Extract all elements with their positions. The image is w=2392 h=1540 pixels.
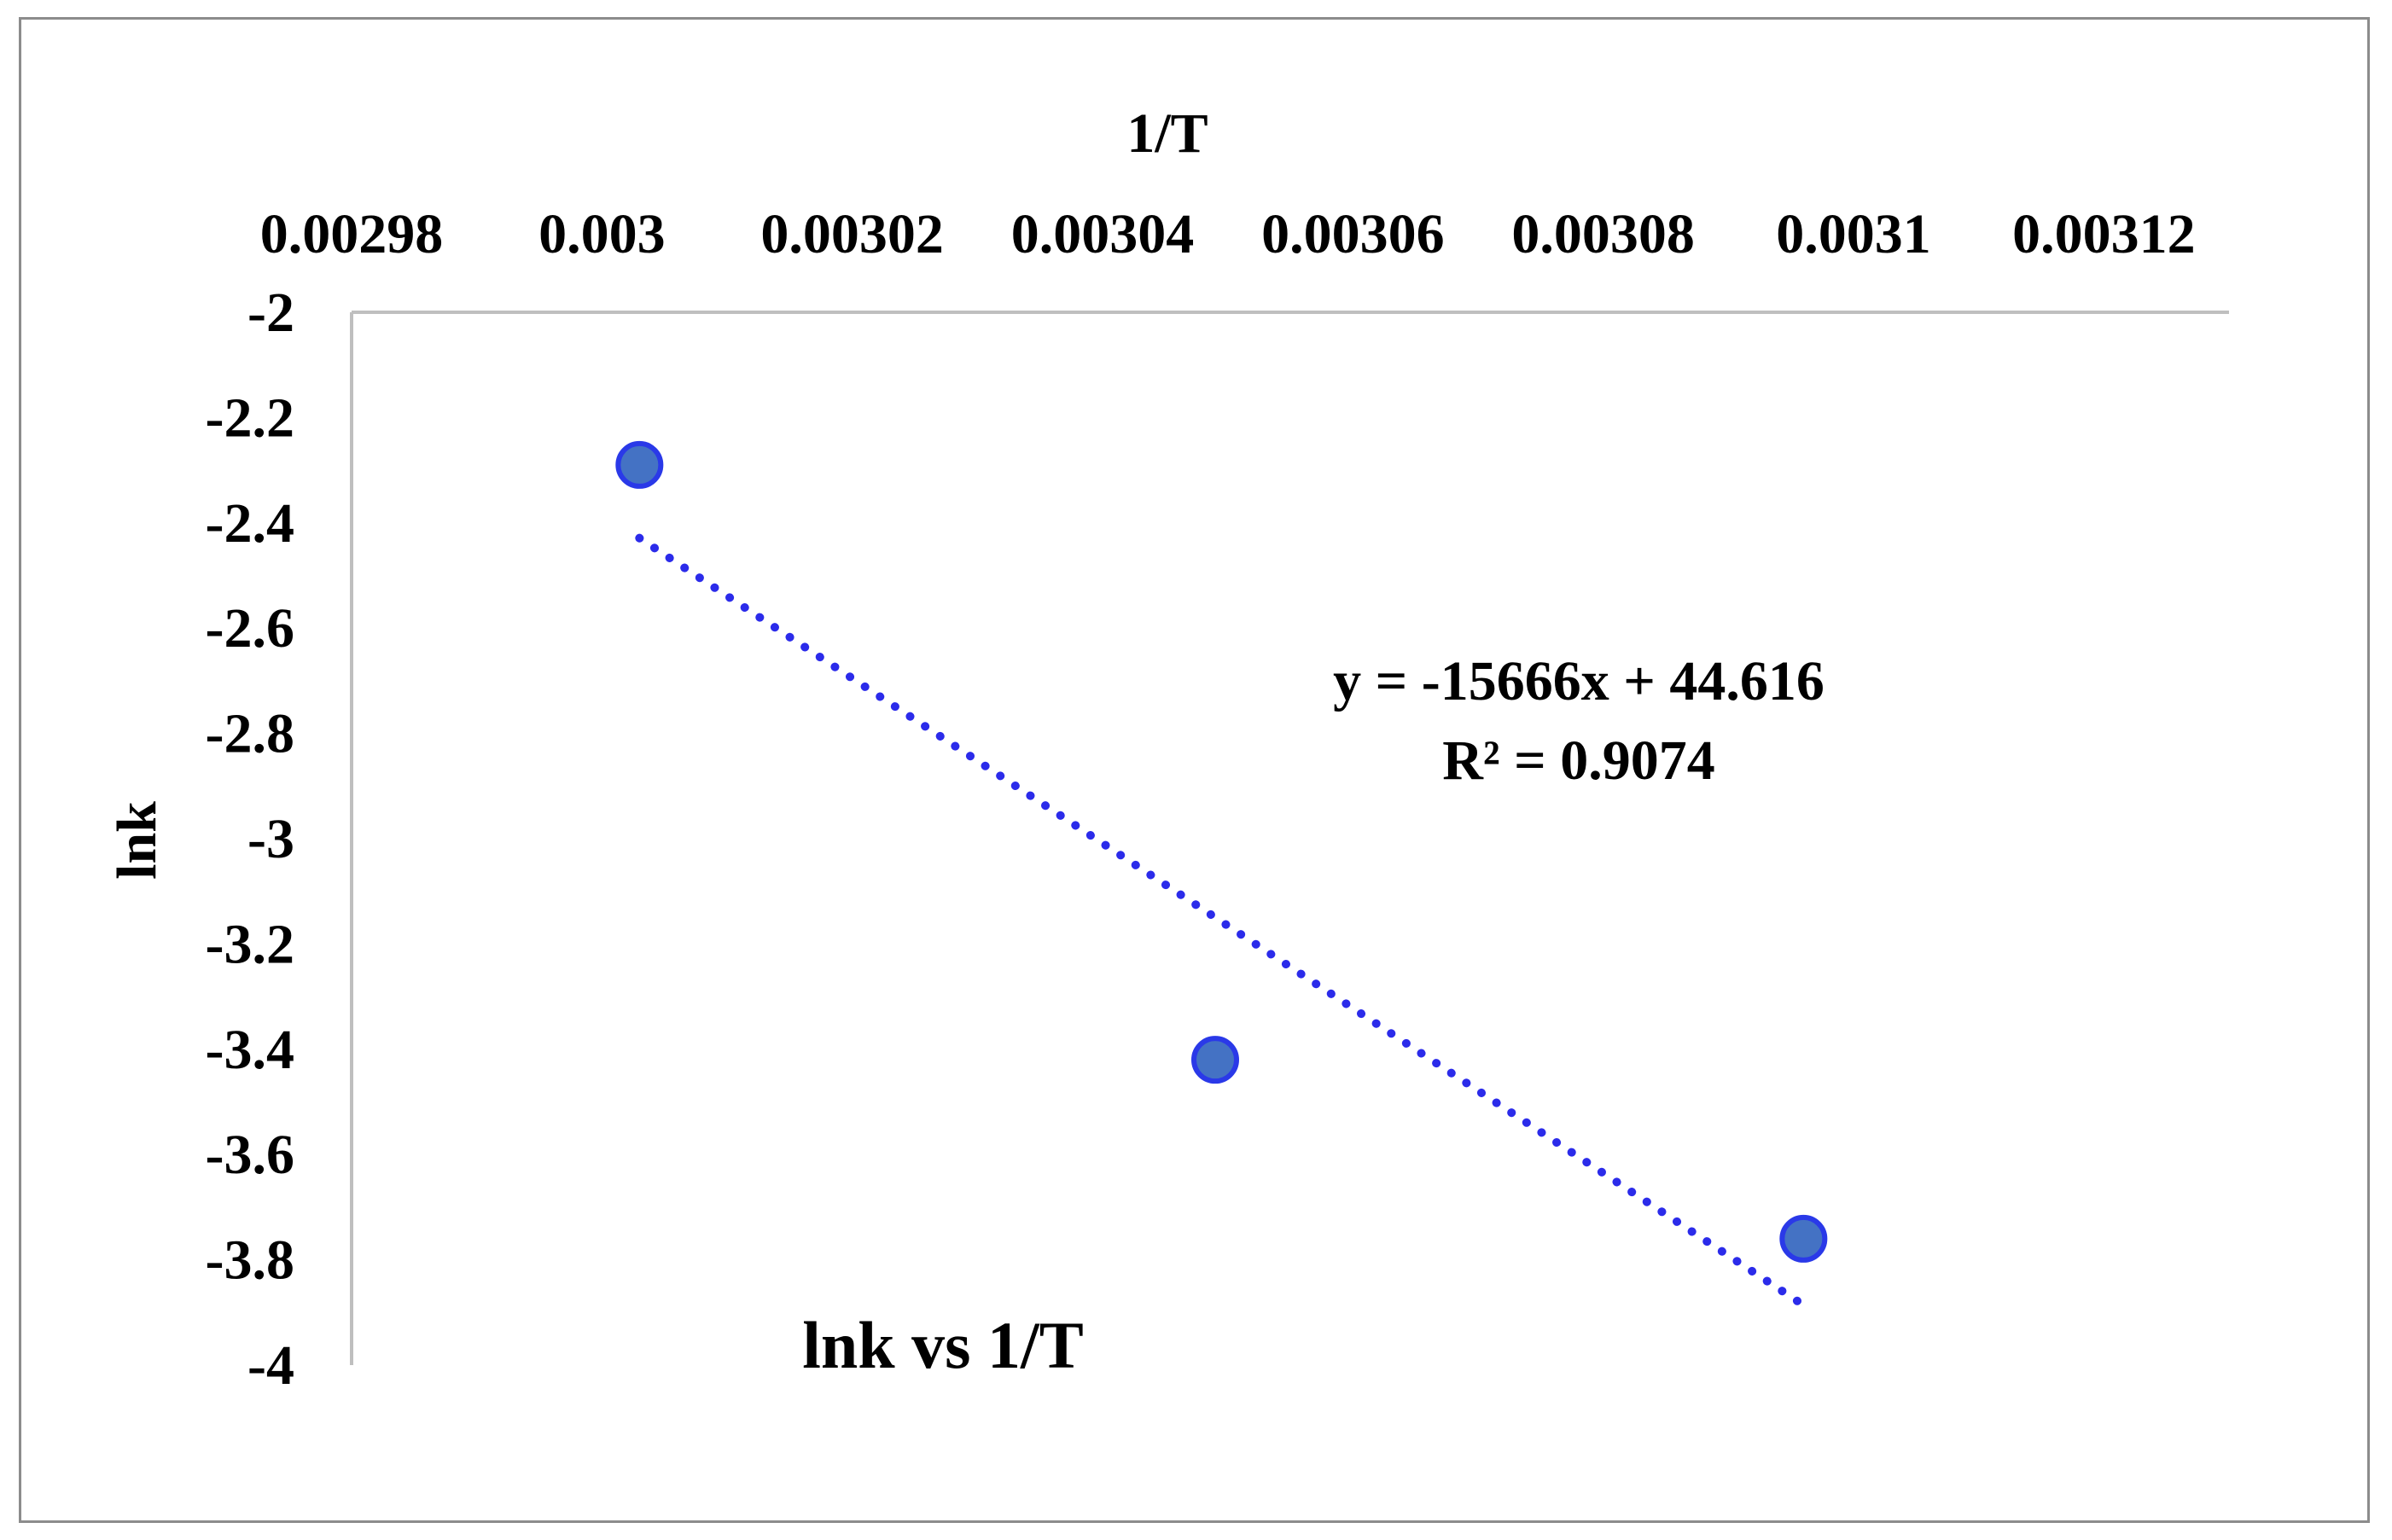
x-tick-label: 0.00306 bbox=[1261, 203, 1445, 265]
y-tick-label: -3 bbox=[247, 808, 294, 870]
x-tick-label: 0.00312 bbox=[2012, 203, 2196, 265]
y-tick-label: -2.6 bbox=[206, 597, 294, 660]
y-tick-label: -2.8 bbox=[206, 703, 294, 765]
x-tick-label: 0.00304 bbox=[1011, 203, 1195, 265]
y-tick-label: -2.2 bbox=[206, 386, 294, 449]
y-tick-label: -4 bbox=[247, 1334, 294, 1397]
y-axis-title: lnk bbox=[106, 801, 168, 880]
axes bbox=[350, 311, 2229, 1365]
x-tick-label: 0.00302 bbox=[760, 203, 944, 265]
y-tick-label: -2.4 bbox=[206, 492, 294, 555]
x-axis-title: 1/T bbox=[1126, 102, 1208, 165]
data-point bbox=[1779, 1214, 1828, 1263]
y-tick-label: -3.4 bbox=[206, 1019, 294, 1081]
x-tick-label: 0.003 bbox=[538, 203, 666, 265]
trendline-equation: y = -15666x + 44.616 bbox=[1333, 650, 1825, 712]
chart-frame bbox=[19, 17, 2370, 1523]
y-tick-label: -3.6 bbox=[206, 1124, 294, 1186]
y-tick-labels: -2 -2.2 -2.4 -2.6 -2.8 -3 -3.2 -3.4 -3.6 -3.8 -4 bbox=[206, 282, 294, 1397]
x-tick-label: 0.00298 bbox=[260, 203, 444, 265]
data-point bbox=[615, 440, 664, 489]
chart-title: lnk vs 1/T bbox=[802, 1308, 1083, 1382]
trendline-r-squared: R² = 0.9074 bbox=[1442, 729, 1715, 792]
y-tick-label: -3.8 bbox=[206, 1229, 294, 1292]
x-tick-label: 0.0031 bbox=[1776, 203, 1931, 265]
y-tick-label: -3.2 bbox=[206, 913, 294, 975]
trendline-layer bbox=[635, 533, 1808, 1310]
trendline bbox=[635, 533, 1808, 1310]
x-tick-labels: 0.00298 0.003 0.00302 0.00304 0.00306 0.00308… bbox=[260, 203, 2196, 265]
data-points bbox=[615, 440, 1828, 1263]
data-point bbox=[1191, 1036, 1239, 1084]
x-tick-label: 0.00308 bbox=[1511, 203, 1695, 265]
y-tick-label: -2 bbox=[247, 282, 294, 344]
